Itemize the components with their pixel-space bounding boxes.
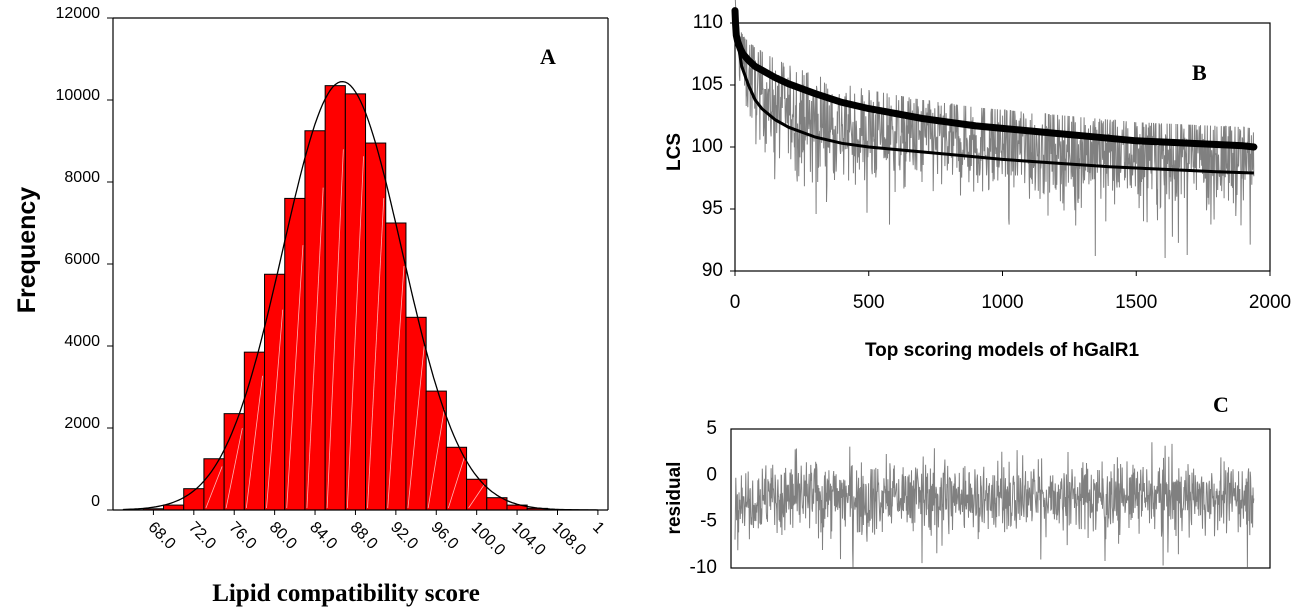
panel-label-a: A	[540, 44, 556, 69]
bar-hatch-line	[205, 466, 223, 509]
y-tick-label: 110	[693, 12, 723, 33]
histogram-bar	[324, 85, 346, 511]
y-tick-label: 10000	[56, 87, 101, 104]
bar-hatch-line	[367, 198, 385, 509]
y-tick-label: 0	[91, 493, 100, 510]
bar-hatching	[205, 149, 486, 509]
bar-hatch-line	[427, 408, 445, 509]
x-tick-label: 1500	[1115, 292, 1157, 313]
histogram-bar	[264, 273, 286, 511]
panel-label-b: B	[1192, 60, 1207, 85]
y-tick-label: 2000	[64, 415, 100, 432]
bar-hatch-line	[326, 149, 344, 509]
y-ticks: -10 -5 0 5	[690, 418, 717, 578]
panel-b-line-chart: 90 95 100 105 110 0 500 1000 1500 2000 B LCS Top…	[664, 0, 1291, 361]
series-black-upper	[731, 7, 1258, 151]
x-tick-label: 104.0	[508, 519, 548, 559]
x-tick-label: 76.0	[225, 519, 259, 553]
y-tick-label: 5	[706, 418, 717, 439]
histogram-bar	[183, 488, 205, 511]
x-tick-label: 92.0	[387, 519, 421, 553]
histogram-bar	[365, 142, 387, 511]
x-tick-label: 1000	[981, 292, 1023, 313]
bar-hatch-line	[245, 375, 263, 509]
y-tick-label: 4000	[64, 333, 100, 350]
panel-a-histogram: 0 2000 4000 6000 8000 10000 12000 68.0 72.0 76.0…	[13, 5, 609, 607]
bar-hatch-line	[306, 187, 324, 509]
plot-frame	[730, 428, 1271, 569]
bar-hatch-line	[407, 346, 425, 509]
y-tick-label: -5	[700, 511, 717, 532]
x-tick-label: 80.0	[266, 519, 300, 553]
x-ticks: 68.0 72.0 76.0 80.0 84.0 88.0 92.0 96.0 100.0 104…	[145, 510, 607, 559]
x-tick-label: 68.0	[145, 519, 179, 553]
y-axis-title: residual	[664, 462, 685, 535]
bar-hatch-line	[387, 266, 405, 509]
series-black-lower	[733, 22, 1254, 175]
x-tick-label: 72.0	[185, 519, 219, 553]
histogram-bars	[122, 85, 589, 511]
y-tick-label: 105	[691, 74, 723, 95]
y-axis-title: LCS	[664, 133, 685, 171]
y-tick-label: 12000	[56, 5, 101, 22]
bar-hatch-line	[346, 156, 364, 509]
x-tick-label: 1	[589, 519, 607, 537]
panel-c-residual-chart: -10 -5 0 5 C residual	[664, 392, 1271, 578]
x-axis-title: Top scoring models of hGalR1	[865, 340, 1140, 361]
normal-curve	[123, 80, 598, 511]
histogram-bar	[405, 316, 427, 511]
y-ticks: 0 2000 4000 6000 8000 10000 12000	[56, 5, 113, 511]
x-tick-label: 108.0	[549, 519, 589, 559]
y-axis-title: Frequency	[13, 187, 41, 314]
x-tick-label: 500	[853, 292, 885, 313]
bar-hatch-line	[447, 456, 465, 509]
histogram-bar	[163, 504, 185, 511]
x-tick-label: 88.0	[347, 519, 381, 553]
histogram-bar	[203, 458, 225, 511]
x-ticks: 0 500 1000 1500 2000	[730, 271, 1291, 313]
x-tick-label: 0	[730, 292, 741, 313]
bar-hatch-line	[286, 245, 304, 509]
histogram-bar	[304, 130, 326, 511]
y-tick-label: 8000	[64, 169, 100, 186]
y-tick-label: 100	[691, 136, 723, 157]
bar-hatch-line	[225, 428, 243, 509]
histogram-bar	[243, 351, 266, 511]
panel-label-c: C	[1213, 392, 1229, 417]
y-tick-label: 95	[702, 198, 723, 219]
y-tick-label: 0	[706, 464, 717, 485]
y-tick-label: 6000	[64, 251, 100, 268]
y-ticks: 90 95 100 105 110	[691, 12, 735, 281]
x-tick-label: 96.0	[427, 519, 461, 553]
y-tick-label: -10	[690, 557, 717, 578]
bar-hatch-line	[266, 309, 284, 509]
x-tick-label: 2000	[1249, 292, 1291, 313]
histogram-bar	[344, 93, 367, 511]
x-tick-label: 84.0	[306, 519, 340, 553]
x-tick-label: 100.0	[468, 519, 508, 559]
y-tick-label: 90	[702, 260, 723, 281]
series-residual	[734, 442, 1255, 568]
histogram-bar	[284, 197, 306, 511]
bar-hatch-line	[468, 483, 486, 509]
x-axis-title: Lipid compatibility score	[212, 580, 480, 607]
histogram-bar	[385, 222, 407, 511]
